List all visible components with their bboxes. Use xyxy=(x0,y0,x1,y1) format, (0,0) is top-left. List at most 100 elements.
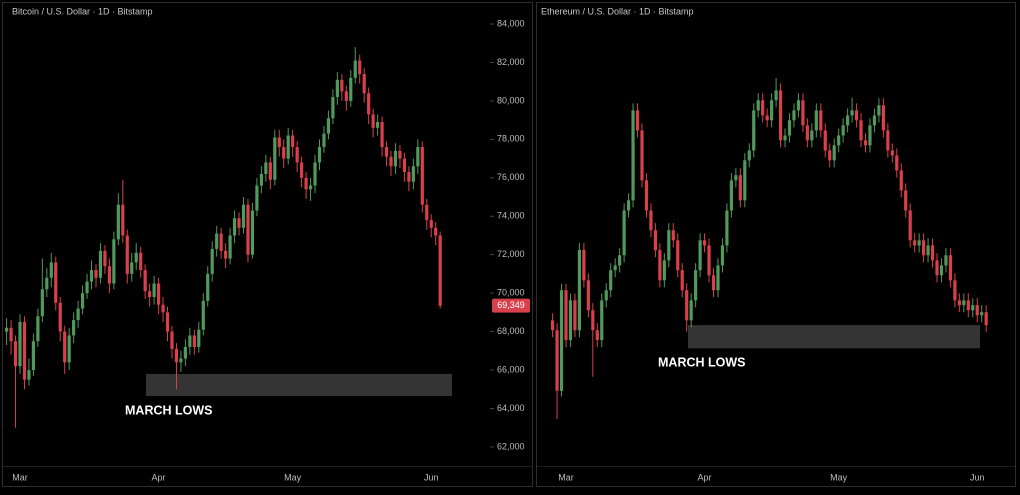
candle-body xyxy=(685,290,689,321)
candle-body xyxy=(27,370,31,380)
candle-body xyxy=(165,312,170,332)
candle-body xyxy=(174,348,179,363)
candle-body xyxy=(841,125,845,136)
candle-body xyxy=(595,330,599,341)
candle-body xyxy=(188,335,192,347)
candle-body xyxy=(237,218,241,228)
candle-body xyxy=(720,245,725,266)
candle-body xyxy=(63,331,67,363)
candle-body xyxy=(863,140,868,146)
candle-body xyxy=(425,204,429,221)
candle-body xyxy=(335,79,339,98)
candle-body xyxy=(948,255,953,281)
candle-body xyxy=(792,110,796,121)
candle-body xyxy=(913,240,917,246)
candle-body xyxy=(814,110,818,131)
candle-body xyxy=(778,90,783,141)
candle-body xyxy=(300,162,304,178)
candle-body xyxy=(317,147,322,163)
candle-body xyxy=(935,260,939,276)
eth-panel xyxy=(536,2,1016,487)
candle-body xyxy=(846,115,850,126)
chart-title: Ethereum / U.S. Dollar · 1D · Bitstamp xyxy=(541,6,694,16)
candle-body xyxy=(197,329,201,347)
y-tick-label: 74,000 xyxy=(497,211,525,221)
candle-body xyxy=(308,185,313,190)
x-tick-label: May xyxy=(830,472,848,482)
candle-body xyxy=(273,137,277,180)
candle-body xyxy=(143,270,147,292)
candle-body xyxy=(18,321,22,367)
candle-body xyxy=(734,175,738,181)
candle-body xyxy=(944,255,948,266)
candle-body xyxy=(286,135,290,159)
candle-body xyxy=(680,270,684,291)
candle-body xyxy=(957,300,961,306)
candle-body xyxy=(676,240,680,271)
annotation: MARCH LOWS xyxy=(658,355,746,369)
candle-body xyxy=(783,135,787,141)
candle-body xyxy=(22,321,27,380)
candle-body xyxy=(152,283,156,297)
march-lows-zone xyxy=(688,325,980,349)
candle-body xyxy=(568,300,573,341)
x-tick-label: Jun xyxy=(970,472,985,482)
candle-body xyxy=(402,158,407,173)
candle-body xyxy=(98,250,103,278)
candle-body xyxy=(134,252,138,263)
candle-body xyxy=(322,133,326,148)
candle-body xyxy=(930,245,935,261)
candle-body xyxy=(765,115,769,121)
chart-title: Bitcoin / U.S. Dollar · 1D · Bitstamp xyxy=(12,6,153,16)
candle-body xyxy=(232,218,237,236)
candle-body xyxy=(9,327,13,342)
x-tick-label: Apr xyxy=(152,472,166,482)
candle-body xyxy=(76,308,80,321)
candle-body xyxy=(582,249,586,281)
march-lows-zone xyxy=(146,373,452,396)
candle-body xyxy=(895,155,899,171)
candle-body xyxy=(125,235,129,274)
candle-body xyxy=(694,270,698,301)
x-tick-label: Mar xyxy=(558,472,574,482)
candle-body xyxy=(770,100,774,121)
candle-body xyxy=(139,252,143,271)
candle-body xyxy=(434,227,438,236)
candle-body xyxy=(984,312,988,326)
candle-body xyxy=(886,130,890,151)
candle-body xyxy=(250,210,255,255)
candle-body xyxy=(644,180,649,211)
candle-body xyxy=(761,100,765,116)
candle-body xyxy=(622,210,626,256)
y-tick-label: 72,000 xyxy=(497,249,525,259)
candle-body xyxy=(411,166,415,182)
candle-body xyxy=(577,249,582,331)
candle-body xyxy=(121,204,125,236)
candle-body xyxy=(859,120,863,141)
candle-body xyxy=(926,245,930,256)
candle-body xyxy=(819,110,823,131)
candle-body xyxy=(13,341,18,367)
candle-body xyxy=(953,280,957,301)
candle-body xyxy=(384,147,389,157)
candle-body xyxy=(331,97,335,119)
candle-body xyxy=(671,230,675,241)
candle-body xyxy=(183,346,187,359)
candle-body xyxy=(635,110,640,131)
candle-body xyxy=(796,100,801,111)
candle-body xyxy=(215,233,219,249)
candle-body xyxy=(353,60,357,78)
candle-body xyxy=(156,283,161,305)
candle-body xyxy=(698,240,702,271)
candle-body xyxy=(282,147,286,159)
x-tick-label: May xyxy=(284,472,302,482)
candle-body xyxy=(707,245,711,276)
candle-body xyxy=(107,266,111,284)
candle-body xyxy=(192,335,196,347)
candle-body xyxy=(264,162,268,174)
candle-body xyxy=(559,290,564,391)
x-tick-label: Mar xyxy=(12,472,28,482)
candle-body xyxy=(116,204,120,240)
